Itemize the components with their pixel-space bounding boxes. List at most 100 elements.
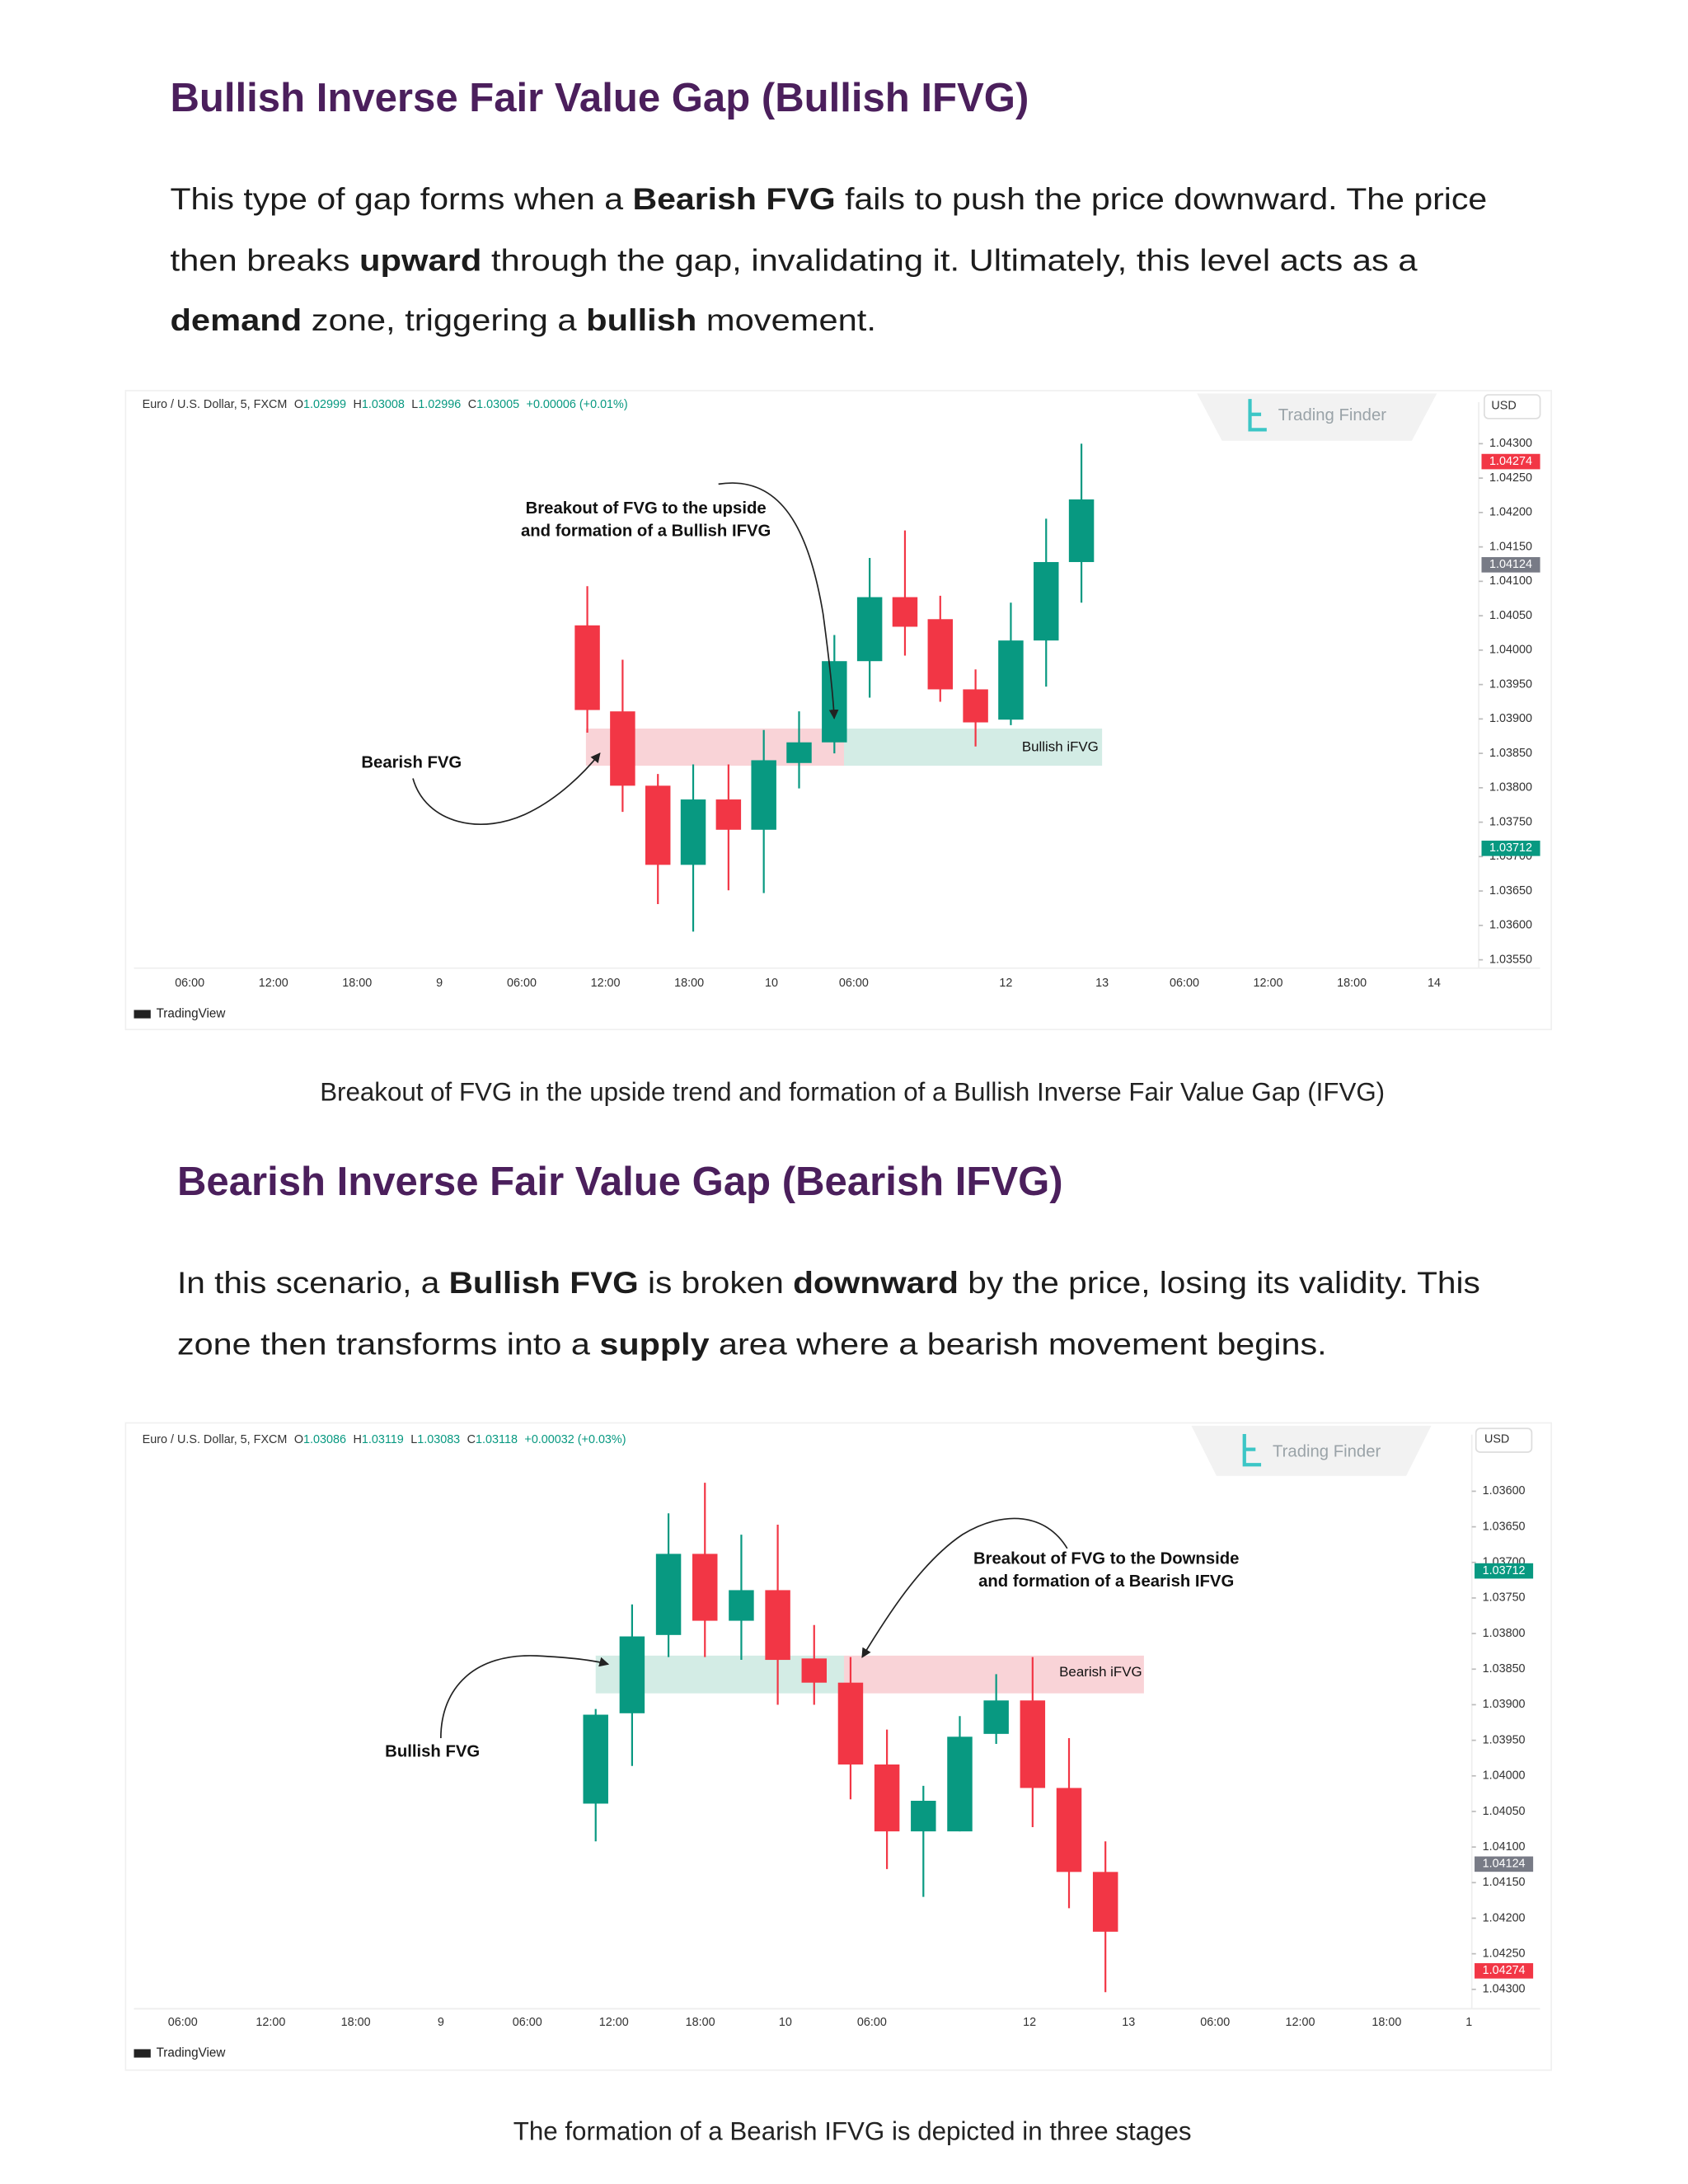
x-tick-label: 18:00 <box>686 2016 715 2029</box>
x-tick-label: 18:00 <box>1372 2016 1401 2029</box>
paragraph-line: This type of gap forms when a Bearish FV… <box>170 181 1487 216</box>
price-tag-label: 1.04274 <box>1489 455 1532 468</box>
candlestick-chart: Euro / U.S. Dollar, 5, FXCM O1.03086 H1.03… <box>134 1433 1540 2060</box>
brand-logo <box>134 1010 151 1019</box>
candlestick-chart: Euro / U.S. Dollar, 5, FXCM O1.02999 H1.03… <box>134 398 1540 1021</box>
candle-body <box>715 799 742 830</box>
ohlc-value: 1.03119 <box>362 1433 404 1446</box>
y-tick-label: 1.04150 <box>1483 1876 1526 1889</box>
candle-body <box>1034 561 1059 641</box>
annotation: and formation of a Bearish IFVG <box>978 1572 1234 1591</box>
paragraph-line: zone then transforms into a supply area … <box>177 1326 1327 1361</box>
candle-body <box>751 760 776 830</box>
bold-text: Bullish FVG <box>449 1265 639 1300</box>
candle-body <box>680 799 706 865</box>
ohlc-value: 1.03008 <box>362 398 405 411</box>
x-tick-label: 1 <box>1465 2016 1472 2029</box>
candle-body <box>1020 1700 1046 1788</box>
arrow <box>718 482 839 719</box>
bold-text: downward <box>793 1265 959 1300</box>
annotation: Breakout of FVG to the upside <box>526 499 767 518</box>
candle-body <box>822 661 847 743</box>
y-tick-label: 1.03850 <box>1483 1662 1526 1675</box>
ifvg-zone <box>844 1655 1144 1694</box>
zone-label: Bearish iFVG <box>1059 1664 1142 1680</box>
ohlc-value: 1.03083 <box>417 1433 460 1446</box>
y-tick-label: 1.04050 <box>1483 1805 1526 1818</box>
y-tick-label: 1.03950 <box>1489 677 1532 691</box>
x-tick-label: 06:00 <box>168 2016 198 2029</box>
currency: USD <box>1491 399 1516 412</box>
candle-body <box>983 1700 1009 1734</box>
caption: The formation of a Bearish IFVG is depic… <box>513 2116 1192 2145</box>
candle-body <box>765 1590 790 1661</box>
ohlc-value: 1.03005 <box>476 398 519 411</box>
y-tick-label: 1.03600 <box>1483 1484 1526 1497</box>
ohlc-key: O <box>294 398 303 411</box>
candle-body <box>1056 1788 1082 1872</box>
y-tick-label: 1.04200 <box>1483 1911 1526 1924</box>
text: area where a bearish movement begins. <box>710 1326 1327 1361</box>
y-tick-label: 1.04300 <box>1483 1983 1526 1996</box>
x-tick-label: 9 <box>438 2016 444 2029</box>
y-tick-label: 1.03550 <box>1489 953 1532 966</box>
text: is broken <box>639 1265 793 1300</box>
candle-body <box>856 597 883 662</box>
bold-text: upward <box>359 242 481 277</box>
change: +0.00032 (+0.03%) <box>524 1433 626 1446</box>
paragraph-line: then breaks upward through the gap, inva… <box>170 242 1417 277</box>
y-tick-label: 1.04000 <box>1483 1769 1526 1783</box>
price-tag-label: 1.04124 <box>1489 558 1532 571</box>
text: zone, triggering a <box>302 302 586 337</box>
watermark: Trading Finder <box>1273 1442 1381 1460</box>
ohlc-value: 1.02999 <box>303 398 346 411</box>
brand-logo <box>134 2049 151 2058</box>
price-tag-label: 1.04124 <box>1483 1858 1526 1871</box>
ohlc-key: C <box>467 1433 476 1446</box>
y-tick-label: 1.03800 <box>1483 1627 1526 1640</box>
price-tag <box>1475 1563 1534 1579</box>
candle-body <box>892 597 918 627</box>
bold-text: demand <box>170 302 302 337</box>
price-tag <box>1481 453 1540 470</box>
ohlc-value: 1.02996 <box>418 398 461 411</box>
candle-body <box>692 1554 718 1621</box>
price-tag <box>1475 1963 1534 1979</box>
x-tick-label: 06:00 <box>839 977 869 990</box>
ohlc-key: L <box>410 1433 417 1446</box>
y-tick-label: 1.03950 <box>1483 1733 1526 1746</box>
y-tick-label: 1.04150 <box>1489 540 1532 553</box>
y-tick-label: 1.04250 <box>1489 471 1532 485</box>
paragraph-line: In this scenario, a Bullish FVG is broke… <box>177 1265 1480 1300</box>
logo-icon <box>1248 399 1267 432</box>
caption: Breakout of FVG in the upside trend and … <box>320 1077 1385 1106</box>
symbol: Euro / U.S. Dollar, 5, FXCM <box>143 398 288 411</box>
x-tick-label: 18:00 <box>341 2016 371 2029</box>
y-tick-label: 1.04050 <box>1489 609 1532 622</box>
x-tick-label: 12:00 <box>256 2016 285 2029</box>
bold-text: bullish <box>586 302 696 337</box>
ifvg-zone <box>844 729 1103 766</box>
annotation: and formation of a Bullish IFVG <box>521 522 771 540</box>
ohlc-key: H <box>353 398 361 411</box>
text: by the price, losing its validity. This <box>959 1265 1480 1300</box>
x-tick-label: 13 <box>1122 2016 1135 2029</box>
x-tick-label: 12:00 <box>259 977 288 990</box>
ohlc-value: 1.03086 <box>303 1433 346 1446</box>
price-tag-label: 1.03712 <box>1483 1564 1526 1577</box>
arrow <box>412 752 601 825</box>
arrow <box>440 1655 610 1738</box>
candle-body <box>911 1801 936 1832</box>
y-tick-label: 1.03800 <box>1489 781 1532 794</box>
ohlc-key: H <box>353 1433 361 1446</box>
candle-body <box>583 1714 608 1804</box>
x-tick-label: 14 <box>1428 977 1441 990</box>
y-tick-label: 1.03750 <box>1489 815 1532 828</box>
ohlc-key: L <box>411 398 418 411</box>
currency-box <box>1484 394 1541 419</box>
y-tick-label: 1.04000 <box>1489 644 1532 657</box>
candle-body <box>619 1636 645 1713</box>
x-tick-label: 12:00 <box>1254 977 1283 990</box>
x-tick-label: 10 <box>779 2016 792 2029</box>
price-tag-label: 1.04274 <box>1483 1964 1526 1977</box>
